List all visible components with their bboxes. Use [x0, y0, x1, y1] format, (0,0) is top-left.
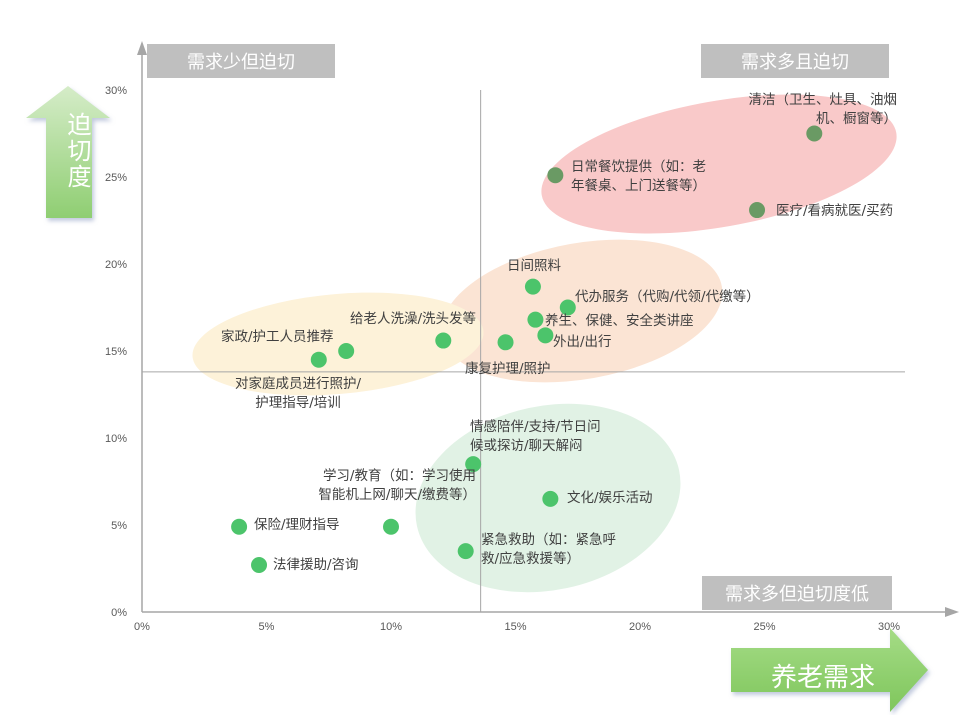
tick-labels: 0% 5% 10% 15% 20% 25% 30% 0% 5% 10% 15% 20% 25% 30%: [105, 85, 900, 633]
data-point: [251, 557, 268, 574]
x-axis-arrow: [731, 628, 928, 712]
point-label-line: 学习/教育（如：学习使用: [323, 467, 476, 484]
point-labels: 清洁（卫生、灶具、油烟机、橱窗等） 日常餐饮提供（如：老年餐桌、上门送餐等） 医疗/…: [221, 92, 897, 573]
point-label-line: 日常餐饮提供（如：老: [571, 159, 706, 175]
data-point: [542, 490, 559, 507]
y-axis-arrow: [26, 86, 110, 218]
x-tick-label: 15%: [504, 621, 526, 633]
point-label: 紧急救助（如：紧急呼救/应急救援等）: [481, 532, 616, 567]
point-label: 学习/教育（如：学习使用智能机上网/聊天/缴费等）: [318, 467, 476, 503]
data-point: [559, 299, 576, 316]
point-label-line: 法律援助/咨询: [273, 557, 359, 573]
data-point: [435, 332, 452, 349]
point-label-line: 日间照料: [507, 258, 561, 274]
y-tick-label: 10%: [105, 433, 127, 445]
point-label-line: 候或探访/聊天解闷: [470, 438, 583, 454]
data-point: [547, 167, 564, 184]
zone-yellow: [192, 292, 484, 396]
data-point: [806, 125, 823, 142]
data-point: [524, 278, 541, 295]
data-point: [383, 518, 399, 535]
quadrant-label-bottom-right: 需求多但迫切度低: [702, 576, 892, 610]
y-tick-label: 15%: [105, 346, 127, 358]
point-label: 家政/护工人员推荐: [221, 328, 334, 345]
point-label: 康复护理/照护: [465, 360, 551, 377]
point-label-line: 机、橱窗等）: [816, 110, 897, 127]
data-point: [465, 456, 482, 473]
point-label: 对家庭成员进行照护/护理指导/培训: [235, 375, 361, 411]
point-label-line: 紧急救助（如：紧急呼: [481, 532, 616, 548]
data-point: [338, 343, 355, 359]
y-tick-label: 25%: [105, 172, 127, 184]
point-label-line: 养生、保健、安全类讲座: [545, 312, 694, 329]
point-label-line: 家政/护工人员推荐: [221, 328, 334, 345]
x-tick-label: 5%: [259, 621, 275, 633]
data-point: [537, 327, 554, 344]
point-label: 文化/娱乐活动: [567, 490, 653, 506]
data-point: [231, 518, 248, 535]
x-axis-arrow-label: 养老需求: [770, 663, 875, 693]
point-label-line: 清洁（卫生、灶具、油烟: [749, 92, 898, 108]
data-point: [457, 543, 474, 560]
point-label-line: 文化/娱乐活动: [567, 490, 653, 506]
point-label-line: 代办服务（代购/代领/代缴等）: [575, 288, 760, 305]
point-label-line: 智能机上网/聊天/缴费等）: [318, 486, 476, 503]
y-tick-label: 5%: [111, 520, 127, 532]
point-label: 保险/理财指导: [254, 517, 340, 533]
axes: [137, 41, 959, 617]
point-label: 给老人洗澡/洗头发等: [350, 310, 476, 327]
point-label-line: 护理指导/培训: [255, 395, 341, 411]
y-tick-label: 30%: [105, 85, 127, 97]
x-tick-label: 0%: [134, 621, 150, 633]
point-label: 清洁（卫生、灶具、油烟机、橱窗等）: [749, 92, 898, 127]
data-points: [231, 125, 823, 574]
point-label: 代办服务（代购/代领/代缴等）: [575, 288, 760, 305]
point-label-line: 外出/出行: [553, 334, 612, 350]
point-label: 日间照料: [507, 258, 561, 274]
point-label: 情感陪伴/支持/节日问候或探访/聊天解闷: [470, 418, 601, 454]
point-label-line: 情感陪伴/支持/节日问: [470, 418, 601, 435]
point-label-line: 医疗/看病就医/买药: [776, 203, 893, 219]
quadrant-dividers: [142, 90, 905, 612]
x-tick-label: 25%: [753, 621, 775, 633]
data-point: [527, 311, 544, 328]
point-label-line: 保险/理财指导: [254, 517, 340, 533]
point-label: 养生、保健、安全类讲座: [545, 312, 694, 329]
y-tick-label: 20%: [105, 259, 127, 271]
point-label-line: 给老人洗澡/洗头发等: [350, 310, 476, 327]
point-label: 法律援助/咨询: [273, 557, 359, 573]
point-label: 日常餐饮提供（如：老年餐桌、上门送餐等）: [571, 159, 706, 194]
point-label-line: 康复护理/照护: [465, 360, 551, 377]
quadrant-label-top-left: 需求少但迫切: [147, 44, 335, 78]
y-tick-label: 0%: [111, 607, 127, 619]
axis-arrows: [26, 86, 928, 712]
point-label-line: 对家庭成员进行照护/: [235, 375, 361, 392]
point-label: 外出/出行: [553, 334, 612, 350]
data-point: [749, 202, 766, 219]
y-axis-arrowhead: [137, 41, 147, 55]
x-tick-label: 20%: [629, 621, 651, 633]
x-tick-label: 10%: [380, 621, 402, 633]
y-axis-arrow-label: 迫切度: [63, 112, 91, 190]
quadrant-label-top-right: 需求多且迫切: [701, 44, 889, 78]
x-axis-arrowhead: [945, 607, 959, 617]
data-point: [497, 334, 514, 351]
point-label: 医疗/看病就医/买药: [776, 203, 893, 219]
x-tick-label: 30%: [878, 621, 900, 633]
data-point: [310, 351, 327, 368]
point-label-line: 救/应急救援等）: [481, 550, 580, 567]
point-label-line: 年餐桌、上门送餐等）: [571, 177, 706, 194]
